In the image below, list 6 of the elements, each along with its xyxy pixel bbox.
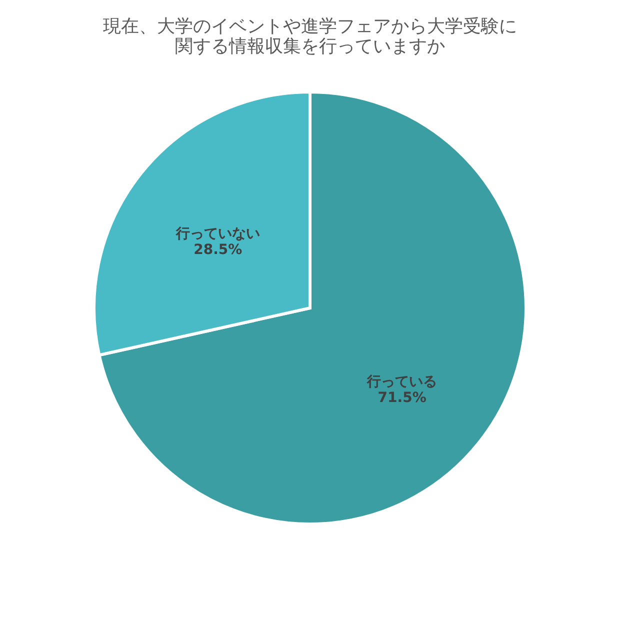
slice-label: 行っている [366, 374, 438, 390]
text: 現在、大学のイベントや進学フェアから大学受験に [103, 16, 517, 37]
slice-label: 行っていない [174, 226, 260, 242]
text: 関する情報収集を行っていますか [175, 36, 445, 57]
data-label: 71.5% [378, 390, 426, 406]
data-label: 28.5% [194, 242, 242, 258]
